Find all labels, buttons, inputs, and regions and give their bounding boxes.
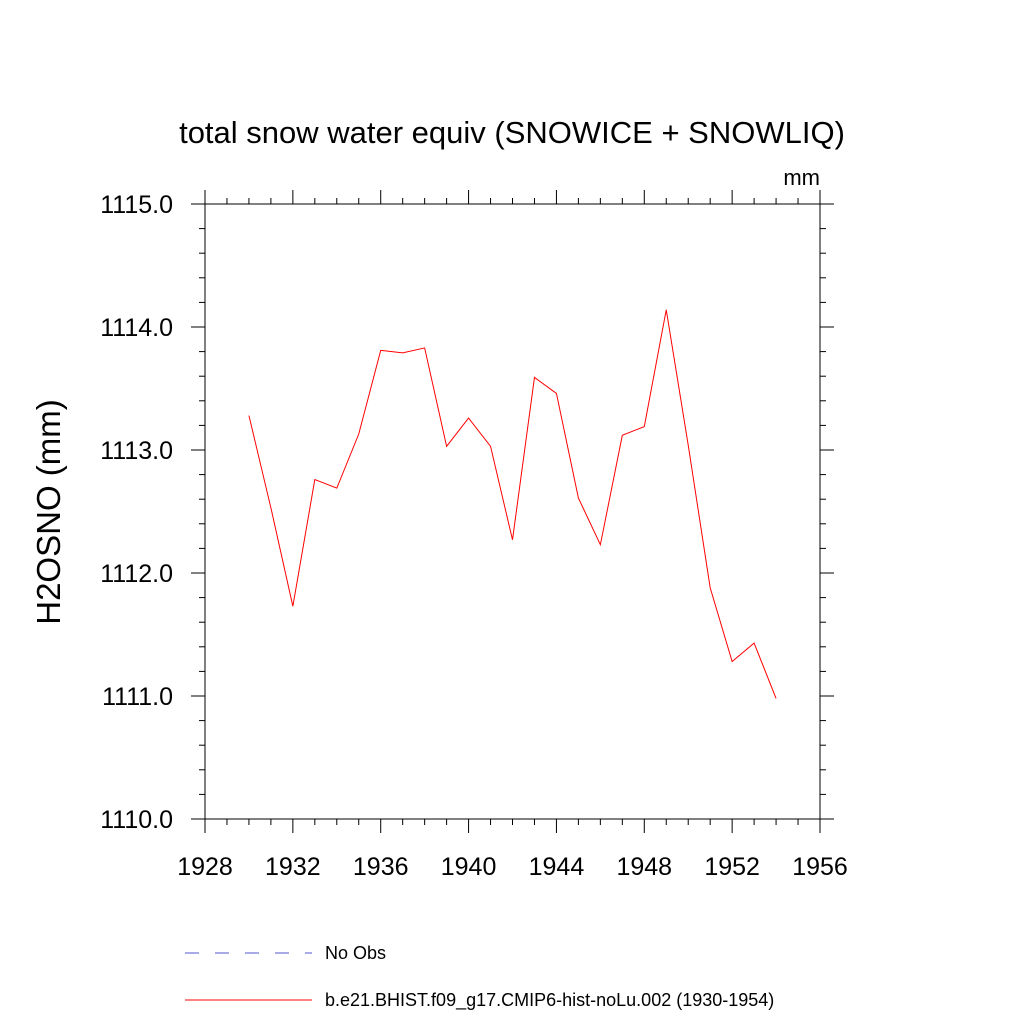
x-tick-label: 1944 (529, 853, 585, 881)
series-line (248, 309, 777, 699)
x-tick-label: 1936 (353, 853, 409, 881)
series-layer (248, 309, 777, 699)
y-tick-label: 1114.0 (100, 314, 173, 342)
x-tick-label: 1948 (616, 853, 672, 881)
x-tick-label: 1928 (177, 853, 233, 881)
y-tick-label: 1110.0 (100, 806, 173, 834)
legend-label: b.e21.BHIST.f09_g17.CMIP6-hist-noLu.002 … (325, 990, 774, 1011)
y-tick-label: 1115.0 (100, 191, 173, 219)
x-tick-label: 1940 (441, 853, 497, 881)
legend: No Obs b.e21.BHIST.f09_g17.CMIP6-hist-noL… (185, 943, 774, 1011)
units-label: mm (783, 165, 820, 190)
legend-label: No Obs (325, 943, 386, 963)
x-tick-label: 1952 (704, 853, 760, 881)
y-tick-label: 1113.0 (100, 437, 173, 465)
plot-frame (204, 203, 821, 820)
ticks: 1928 1932 1936 1940 1944 1948 1952 1956 1110.0 11… (100, 190, 848, 881)
x-tick-label: 1932 (265, 853, 321, 881)
y-axis-label: H2OSNO (mm) (30, 399, 67, 625)
chart-title: total snow water equiv (SNOWICE + SNOWLI… (179, 115, 845, 150)
axes (204, 203, 821, 820)
x-tick-label: 1956 (792, 853, 848, 881)
y-tick-label: 1111.0 (102, 683, 173, 711)
y-tick-label: 1112.0 (100, 560, 173, 588)
